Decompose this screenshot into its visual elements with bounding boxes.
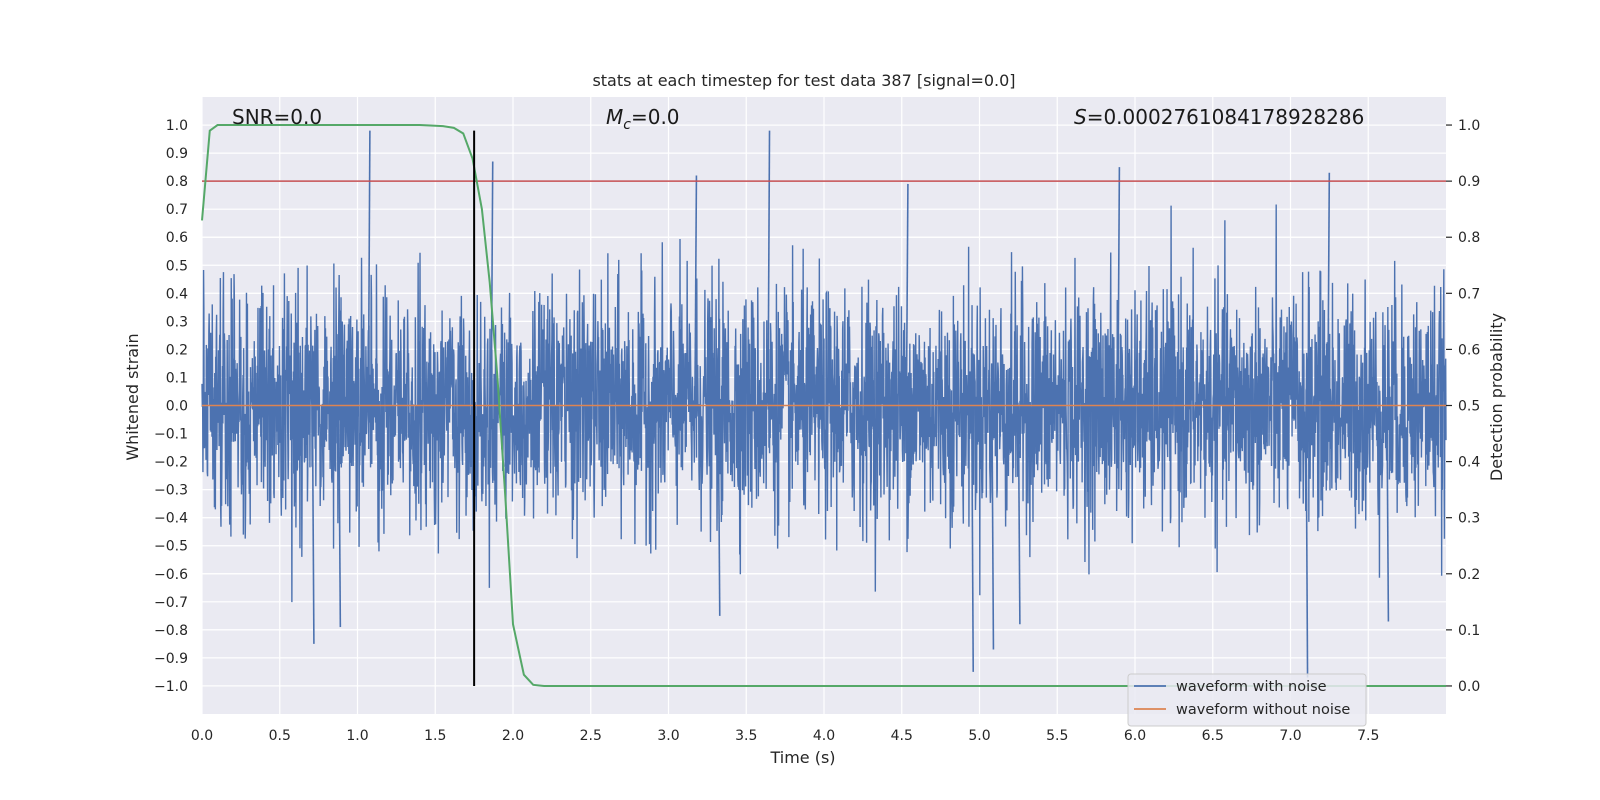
noise-peak [717,405,721,616]
x-tick-label: 7.0 [1279,728,1301,744]
noisy-waveform-series [201,130,1447,678]
score-annotation: S=0.00027610841789282​86 [1074,105,1364,129]
y2-tick-label: 0.8 [1458,230,1480,246]
snr-annotation: SNR=0.0 [232,105,322,129]
noise-peak [1017,405,1021,625]
y-tick-label: −0.9 [154,651,188,667]
chirp-mass-symbol: M [606,105,623,129]
y-tick-label: 0.3 [166,314,188,330]
y-tick-label: 0.0 [166,399,188,415]
legend-label-waveform-with-noise: waveform with noise [1176,679,1327,695]
x-axis-label: Time (s) [769,748,835,767]
chart-title: stats at each timestep for test data 387… [592,71,1015,90]
y-tick-label: 0.4 [166,286,188,302]
x-tick-label: 6.0 [1124,728,1146,744]
y-tick-label: 0.7 [166,202,188,218]
y2-tick-label: 0.7 [1458,286,1480,302]
noise-peak [1386,405,1390,622]
y2-tick-label: 0.2 [1458,567,1480,583]
y-tick-label: 0.1 [166,370,188,386]
noise-peak [1305,405,1309,678]
y-tick-label: −0.8 [154,623,188,639]
x-tick-label: 6.5 [1202,728,1224,744]
x-tick-label: 7.5 [1357,728,1379,744]
y-tick-label: −0.5 [154,539,188,555]
x-tick-label: 2.0 [502,728,524,744]
x-tick-label: 4.5 [891,728,913,744]
x-tick-label: 3.0 [657,728,679,744]
y-tick-label: 1.0 [166,118,188,134]
noise-peak [694,175,698,406]
x-tick-label: 5.0 [968,728,990,744]
noise-peak [311,405,315,644]
axis-ticks: 0.0 0.5 1.0 1.5 2.0 2.5 3.0 3.5 4.0 4.5 5.0 5.5 6.0 6… [154,118,1480,744]
chirp-mass-subscript: c [623,117,631,133]
chirp-mass-annotation: Mc=0.0 [606,105,680,133]
y2-tick-label: 0.6 [1458,342,1480,358]
series-line-detection-probability [201,124,1446,687]
y-axis-label: Whitened strain [123,333,142,460]
noise-peak [338,405,342,628]
x-tick-label: 0.5 [269,728,291,744]
legend-label-waveform-without-noise: waveform without noise [1176,702,1350,718]
y2-tick-label: 0.1 [1458,623,1480,639]
y-tick-label: −0.3 [154,483,188,499]
noise-peak [1327,172,1331,406]
noise-peak [367,130,371,406]
noise-peak [905,183,909,406]
y-tick-label: 0.8 [166,174,188,190]
x-tick-label: 0.0 [191,728,213,744]
chirp-mass-value: =0.0 [631,105,680,129]
series-line-waveform-with-noise [201,204,1447,603]
x-tick-label: 1.5 [424,728,446,744]
x-tick-label: 3.5 [735,728,757,744]
x-tick-label: 1.0 [346,728,368,744]
score-symbol: S [1074,105,1087,129]
score-value: =0.00027610841789282​86 [1087,105,1365,129]
noise-peak [970,405,975,672]
y-tick-label: 0.9 [166,146,188,162]
legend: waveform with noise waveform without noi… [1127,673,1367,727]
y2-tick-label: 0.4 [1458,455,1480,471]
y-tick-label: −0.2 [154,455,188,471]
noise-peak [767,130,771,406]
y2-tick-label: 1.0 [1458,118,1480,134]
y2-tick-label: 0.5 [1458,399,1480,415]
y-tick-label: 0.2 [166,342,188,358]
y2-axis-label: Detection probability [1487,313,1506,481]
noise-peak [490,161,494,406]
y-tick-label: 0.6 [166,230,188,246]
y-tick-label: −1.0 [154,679,188,695]
x-tick-label: 5.5 [1046,728,1068,744]
y-tick-label: −0.7 [154,595,188,611]
noise-peak [991,405,995,650]
x-tick-label: 4.0 [813,728,835,744]
y-tick-label: −0.1 [154,427,188,443]
y2-tick-label: 0.0 [1458,679,1480,695]
x-tick-label: 2.5 [580,728,602,744]
y-tick-label: 0.5 [166,258,188,274]
noise-peak [1117,167,1121,406]
y2-tick-label: 0.9 [1458,174,1480,190]
y2-tick-label: 0.3 [1458,511,1480,527]
y-tick-label: −0.6 [154,567,188,583]
legend-box [1127,673,1367,727]
y-tick-label: −0.4 [154,511,188,527]
